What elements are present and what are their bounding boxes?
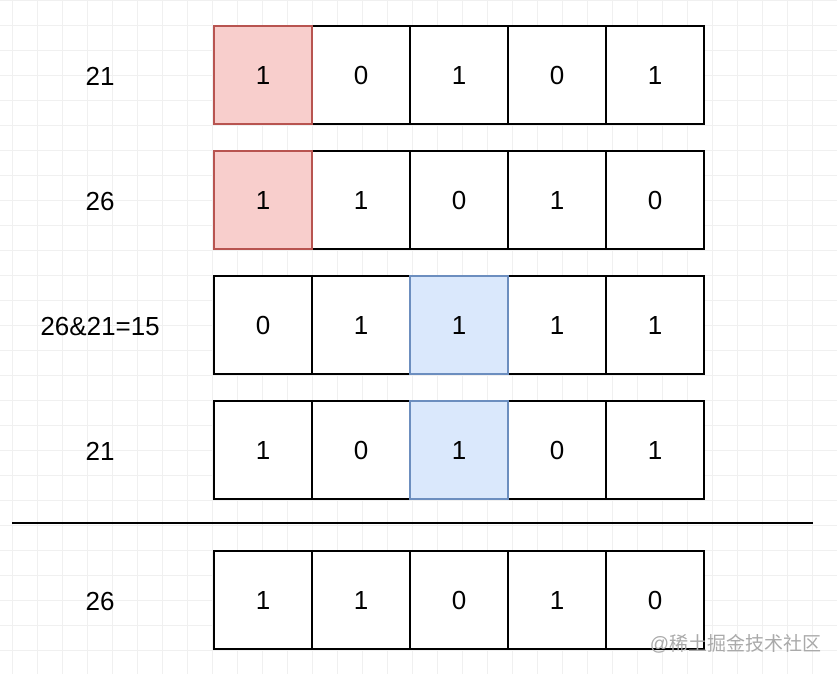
bit-cell: 1 [507, 275, 607, 375]
bit-cell: 1 [213, 25, 313, 125]
bit-cell: 0 [311, 400, 411, 500]
bit-cell: 0 [409, 150, 509, 250]
bit-cell: 1 [213, 400, 313, 500]
row-label: 21 [85, 436, 115, 466]
bit-cell: 1 [409, 400, 509, 500]
bit-cell: 0 [605, 550, 705, 650]
bit-cell: 0 [213, 275, 313, 375]
bit-cell: 0 [507, 400, 607, 500]
bit-cell: 1 [409, 25, 509, 125]
row-label: 21 [85, 61, 115, 91]
bit-cell: 0 [605, 150, 705, 250]
bit-cell: 1 [605, 25, 705, 125]
bit-cell: 1 [311, 150, 411, 250]
bit-cell: 1 [507, 550, 607, 650]
bit-cell: 1 [311, 550, 411, 650]
bit-cell: 1 [311, 275, 411, 375]
bit-cell: 1 [213, 550, 313, 650]
bit-cell: 1 [409, 275, 509, 375]
row-label: 26&21=15 [40, 311, 160, 341]
bit-cell: 0 [409, 550, 509, 650]
bit-cell: 1 [507, 150, 607, 250]
row-label: 26 [85, 186, 115, 216]
bit-cell: 1 [213, 150, 313, 250]
watermark: @稀土掘金技术社区 [649, 634, 821, 655]
row-label: 26 [85, 586, 115, 616]
bit-cell: 1 [605, 275, 705, 375]
result-divider [12, 522, 813, 524]
bit-cell: 0 [507, 25, 607, 125]
bit-cell: 0 [311, 25, 411, 125]
bit-cell: 1 [605, 400, 705, 500]
